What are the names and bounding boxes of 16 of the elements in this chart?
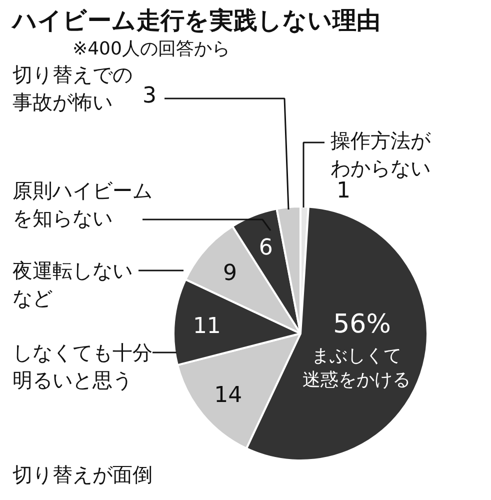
slice-label: 原則ハイビームを知らない [12, 178, 152, 230]
slice-label: 操作方法がわからない [330, 128, 432, 180]
slice-label: まぶしくて迷惑をかける [302, 346, 410, 391]
chart-title: ハイビーム走行を実践しない理由 [10, 6, 380, 34]
slice-label: 切り替えでの事故が怖い [12, 62, 132, 114]
data-label: 6 [258, 236, 273, 261]
data-label: 1 [336, 178, 350, 204]
slice-label: 切り替えが面倒 [12, 462, 152, 486]
data-label: 14 [214, 382, 242, 408]
chart-subtitle: ※400人の回答から [72, 38, 230, 60]
data-label: 9 [223, 260, 238, 286]
slice-label: 夜運転しないなど [12, 258, 132, 310]
slice-label: しなくても十分明るいと思う [12, 340, 152, 392]
data-label: 3 [142, 84, 156, 108]
data-label: 56% [333, 309, 391, 340]
data-label: 11 [192, 314, 221, 340]
